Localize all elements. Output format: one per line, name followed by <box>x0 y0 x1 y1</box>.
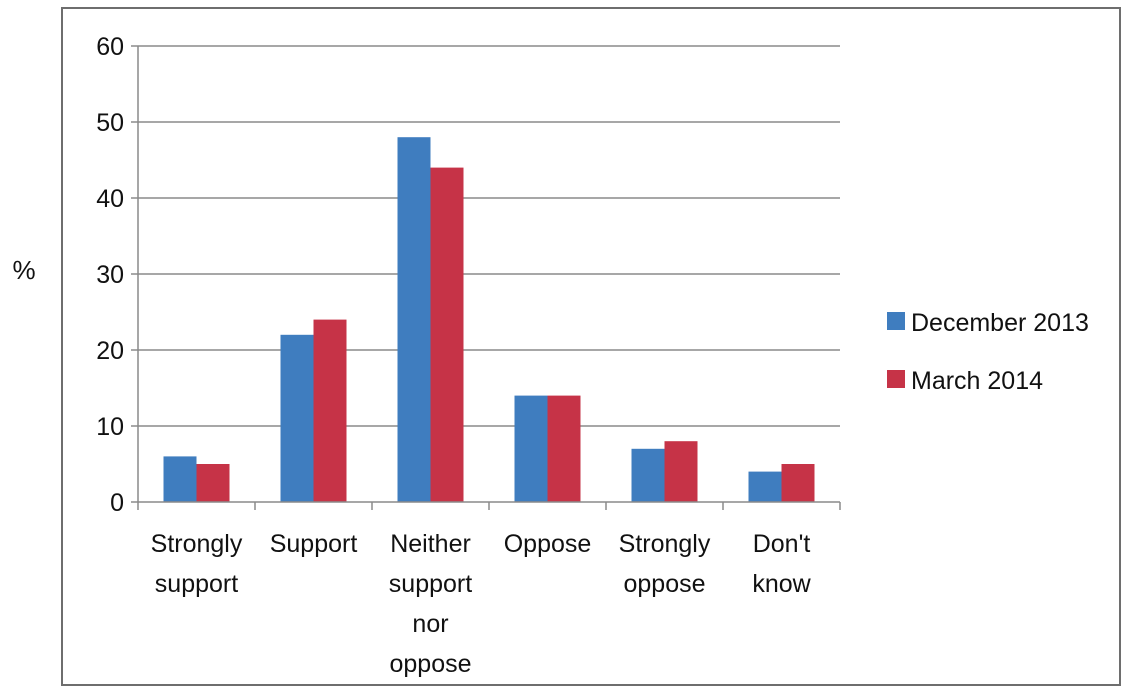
x-category-label-line: oppose <box>623 570 705 598</box>
bar-march-2014 <box>313 319 347 502</box>
y-tick-label: 40 <box>96 185 124 213</box>
x-axis-category-labels: Strongly support Support Neither support nor o… <box>151 530 812 678</box>
x-category-label: Strongly oppose <box>619 530 711 598</box>
y-tick-label: 60 <box>96 33 124 61</box>
y-tick-label: 50 <box>96 109 124 137</box>
legend-swatch <box>887 370 905 388</box>
bar-march-2014 <box>664 441 698 502</box>
bar-march-2014 <box>196 464 230 502</box>
legend: December 2013 March 2014 <box>887 309 1089 395</box>
y-tick-label: 10 <box>96 413 124 441</box>
x-category-label-line: support <box>389 570 472 598</box>
chart-frame <box>61 7 1121 686</box>
y-axis-ticks: 0 10 20 30 40 50 60 <box>96 33 138 517</box>
bar-march-2014 <box>547 395 581 502</box>
x-category-label: Support <box>270 530 358 558</box>
x-category-label: Strongly support <box>151 530 243 598</box>
x-category-label: Oppose <box>504 530 592 558</box>
x-category-label-line: oppose <box>389 650 471 678</box>
bar-december-2013 <box>280 334 314 502</box>
bar-march-2014 <box>781 464 815 502</box>
bar-december-2013 <box>514 395 548 502</box>
x-category-label-line: Strongly <box>151 530 243 558</box>
x-category-label-line: know <box>752 570 811 598</box>
bar-december-2013 <box>163 456 197 502</box>
y-tick-label: 20 <box>96 337 124 365</box>
bars <box>163 137 815 502</box>
bar-december-2013 <box>397 137 431 502</box>
x-category-label-line: Oppose <box>504 530 592 558</box>
bar-march-2014 <box>430 167 464 502</box>
gridlines <box>138 45 840 427</box>
x-category-label-line: support <box>155 570 238 598</box>
legend-label: December 2013 <box>911 309 1089 337</box>
y-tick-label: 30 <box>96 261 124 289</box>
axes <box>137 46 841 510</box>
x-category-label-line: nor <box>412 610 448 638</box>
legend-swatch <box>887 312 905 330</box>
bar-december-2013 <box>748 471 782 502</box>
legend-label: March 2014 <box>911 367 1043 395</box>
x-category-label-line: Strongly <box>619 530 711 558</box>
y-tick-label: 0 <box>110 489 124 517</box>
x-category-label: Neither support nor oppose <box>389 530 472 678</box>
x-category-label-line: Neither <box>390 530 471 558</box>
x-category-label: Don't know <box>752 530 811 598</box>
x-category-label-line: Don't <box>753 530 811 558</box>
y-axis-label: % <box>12 255 35 285</box>
x-category-label-line: Support <box>270 530 358 558</box>
bar-december-2013 <box>631 448 665 502</box>
